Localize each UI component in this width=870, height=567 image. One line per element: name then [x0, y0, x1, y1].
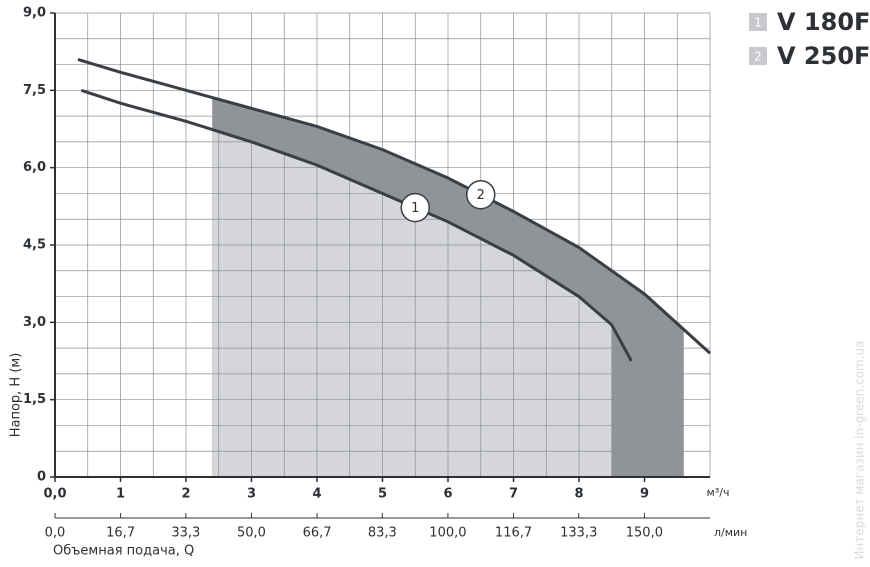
y-tick-label: 7,5 [23, 83, 46, 98]
x-tick-label: 4 [312, 487, 321, 502]
legend-number: 1 [754, 16, 762, 30]
curve-label: 1 [411, 201, 419, 216]
y-tick-label: 0 [37, 470, 46, 485]
y-tick-label: 3,0 [23, 315, 46, 330]
curve-label: 2 [477, 188, 485, 203]
x2-unit: л/мин [714, 526, 747, 539]
x-tick-label: 6 [443, 487, 452, 502]
y-tick-label: 1,5 [23, 392, 46, 407]
y-axis-label: Напор, H (м) [9, 353, 24, 438]
watermark: Интернет магазин in-green.com.ua [853, 341, 867, 560]
x-axis-label: Объемная подача, Q [53, 544, 194, 559]
y-tick-label: 9,0 [23, 6, 46, 21]
x2-tick-label: 50,0 [237, 526, 266, 541]
legend-number: 2 [754, 50, 762, 64]
x2-tick-label: 16,7 [106, 526, 135, 541]
x2-tick-label: 83,3 [368, 526, 397, 541]
pump-curve [77, 57, 712, 355]
x-tick-label: 8 [574, 487, 583, 502]
x2-tick-label: 100,0 [429, 526, 466, 541]
x-tick-label: 7 [509, 487, 518, 502]
x-tick-label: 9 [640, 487, 649, 502]
legend-entry: V 250F [777, 42, 870, 70]
legend-swatch [749, 47, 767, 65]
x-tick-label: 5 [378, 487, 387, 502]
y-tick-label: 6,0 [23, 160, 46, 175]
x-tick-label: 1 [116, 487, 125, 502]
y-tick-label: 4,5 [23, 238, 46, 253]
x2-tick-label: 150,0 [626, 526, 663, 541]
legend-swatch [749, 13, 767, 31]
curve-marker [466, 179, 496, 210]
x-unit: м³/ч [707, 486, 730, 499]
x2-tick-label: 133,3 [560, 526, 597, 541]
legend-entry: V 180F [777, 8, 870, 36]
x2-tick-label: 116,7 [495, 526, 532, 541]
x-tick-label: 3 [247, 487, 256, 502]
x-tick-label: 0,0 [43, 487, 66, 502]
curve-marker [400, 192, 430, 223]
x2-tick-label: 33,3 [171, 526, 200, 541]
x2-tick-label: 66,7 [303, 526, 332, 541]
operating-area [212, 129, 612, 477]
pump-curve [80, 88, 633, 362]
x-tick-label: 2 [181, 487, 190, 502]
x2-tick-label: 0,0 [45, 526, 66, 541]
